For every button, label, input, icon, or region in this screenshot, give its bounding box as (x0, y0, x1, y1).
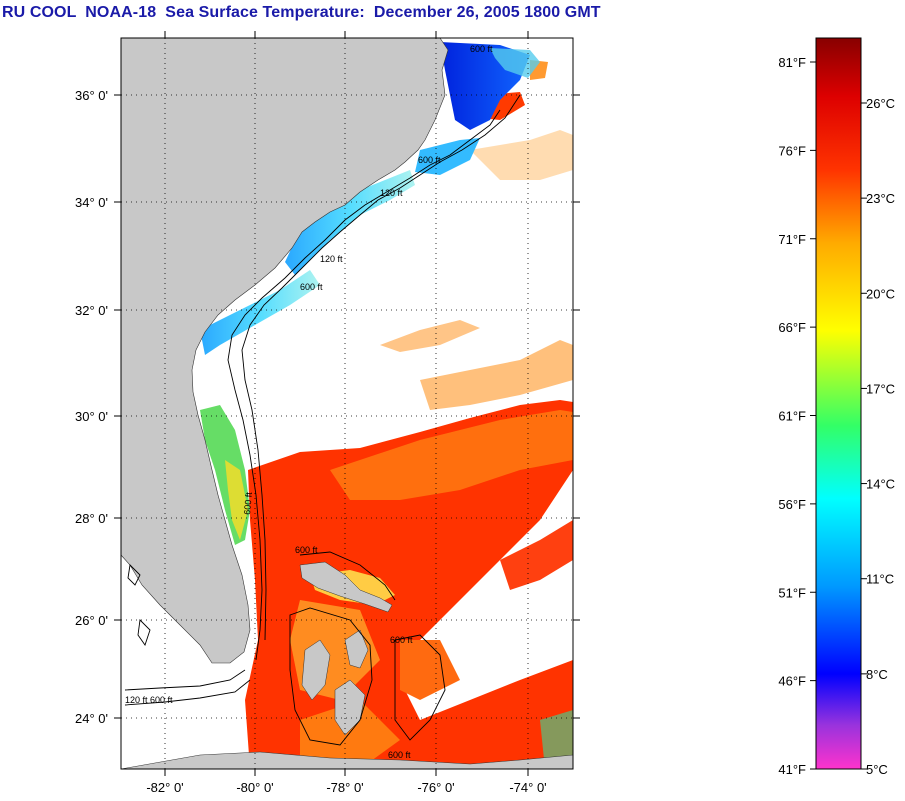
celsius-label: 11°C (866, 572, 894, 587)
contour-label: 600 ft (388, 750, 411, 760)
graticule-grid (121, 38, 573, 769)
celsius-label: 20°C (866, 286, 895, 301)
lat-label: 32° 0' (75, 303, 108, 318)
contour-label: 120 ft (125, 695, 148, 705)
latitude-labels: 36° 0' 34° 0' 32° 0' 30° 0' 28° 0' 26° 0… (75, 88, 108, 726)
temperature-colorbar: 81°F 76°F 71°F 66°F 61°F 56°F 51°F 46°F 41°F 26°C… (778, 37, 895, 777)
contour-label: 600 ft (390, 635, 413, 645)
lon-label: -82° 0' (146, 780, 183, 795)
lon-label: -78° 0' (326, 780, 363, 795)
colorbar-gradient (815, 37, 862, 770)
celsius-label: 5°C (866, 762, 888, 777)
contour-label: 600 ft (418, 155, 441, 165)
contour-label: 120 ft (320, 254, 343, 264)
lon-label: -74° 0' (509, 780, 546, 795)
contour-label: 600 ft (242, 491, 254, 515)
contour-label: 600 ft (470, 44, 493, 54)
celsius-label: 26°C (866, 96, 895, 111)
fahrenheit-label: 46°F (778, 674, 806, 689)
fahrenheit-label: 61°F (778, 409, 806, 424)
lon-label: -80° 0' (236, 780, 273, 795)
celsius-label: 17°C (866, 381, 895, 396)
fahrenheit-label: 71°F (778, 232, 806, 247)
cuba-coast (121, 751, 573, 769)
fahrenheit-label: 51°F (778, 585, 806, 600)
coastal-cold-water (200, 42, 540, 605)
lat-label: 24° 0' (75, 711, 108, 726)
eleuthera-island (344, 629, 369, 669)
contour-label: 600 ft (295, 545, 318, 555)
celsius-label: 8°C (866, 667, 888, 682)
lat-label: 28° 0' (75, 511, 108, 526)
fahrenheit-label: 76°F (778, 143, 806, 158)
contour-label: 600 ft (150, 695, 173, 705)
lat-label: 34° 0' (75, 195, 108, 210)
fahrenheit-label: 41°F (778, 762, 806, 777)
celsius-label: 14°C (866, 477, 895, 492)
contour-label: 120 ft (380, 188, 403, 198)
lat-label: 26° 0' (75, 613, 108, 628)
celsius-label: 23°C (866, 191, 895, 206)
map-frame (120, 37, 574, 770)
page-title: RU COOL NOAA-18 Sea Surface Temperature:… (2, 4, 601, 21)
bahamas-island (299, 561, 393, 613)
fahrenheit-label: 81°F (778, 55, 806, 70)
contour-labels: 600 ft 120 ft 600 ft 120 ft 600 ft 600 f… (125, 44, 493, 760)
lat-label: 36° 0' (75, 88, 108, 103)
axis-ticks (114, 31, 580, 776)
gulf-stream-warm-water (245, 60, 573, 769)
contour-label: 600 ft (300, 282, 323, 292)
fahrenheit-label: 66°F (778, 320, 806, 335)
land-mass (121, 38, 449, 664)
longitude-labels: -82° 0' -80° 0' -78° 0' -76° 0' -74° 0' (146, 780, 546, 795)
bathymetry-contours (124, 94, 521, 746)
fahrenheit-label: 56°F (778, 497, 806, 512)
lat-label: 30° 0' (75, 409, 108, 424)
andros-island (301, 639, 331, 701)
lon-label: -76° 0' (417, 780, 454, 795)
